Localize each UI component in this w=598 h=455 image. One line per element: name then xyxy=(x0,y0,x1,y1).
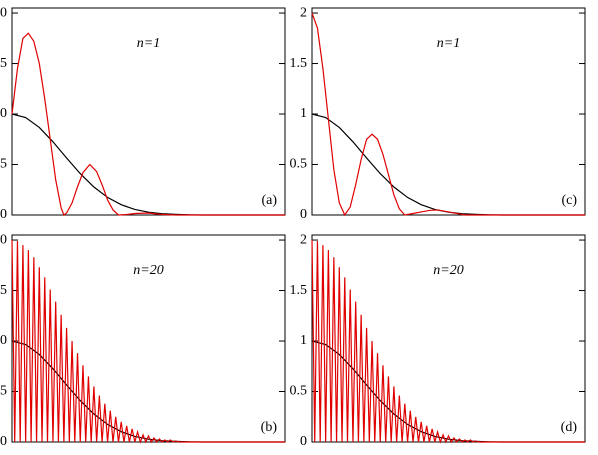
y-tick-label: 0 xyxy=(300,207,307,222)
y-tick-label: 1 xyxy=(300,106,307,121)
y-tick-label: 1.5 xyxy=(290,283,308,298)
y-tick-label: 1.0 xyxy=(0,106,7,121)
annotation: n=20 xyxy=(433,263,463,278)
panel-frame xyxy=(311,7,586,216)
y-tick-label: 1.0 xyxy=(0,333,7,348)
curve xyxy=(311,113,585,216)
y-tick-label: 1 xyxy=(300,333,307,348)
annotation: n=1 xyxy=(137,36,160,51)
y-tick-label: 2 xyxy=(300,5,307,20)
y-tick-label: 0.5 xyxy=(0,157,7,172)
panel-label: (d) xyxy=(561,420,578,435)
y-tick-label: 0.0 xyxy=(0,207,7,222)
y-tick-label: 0 xyxy=(300,434,307,449)
y-tick-label: 2.0 xyxy=(0,5,7,20)
curve xyxy=(311,240,585,444)
curve xyxy=(11,113,285,216)
y-tick-label: 0.5 xyxy=(0,384,7,399)
panel-label: (b) xyxy=(261,420,278,435)
panel-frame xyxy=(311,234,586,443)
y-tick-label: 1.5 xyxy=(0,56,7,71)
y-tick-label: 1.5 xyxy=(290,56,308,71)
y-tick-label: 0.5 xyxy=(290,384,308,399)
curve xyxy=(11,32,285,216)
y-tick-label: 1.5 xyxy=(0,283,7,298)
panel-label: (c) xyxy=(561,193,577,208)
annotation: n=20 xyxy=(133,263,163,278)
annotation: n=1 xyxy=(437,36,460,51)
panel-frame xyxy=(11,234,286,443)
y-tick-label: 2 xyxy=(300,232,307,247)
curve xyxy=(11,240,285,444)
y-tick-label: 0.5 xyxy=(290,157,308,172)
y-tick-label: 2.0 xyxy=(0,232,7,247)
curve xyxy=(311,12,585,217)
y-tick-label: 0.0 xyxy=(0,434,7,449)
panel-label: (a) xyxy=(261,193,277,208)
